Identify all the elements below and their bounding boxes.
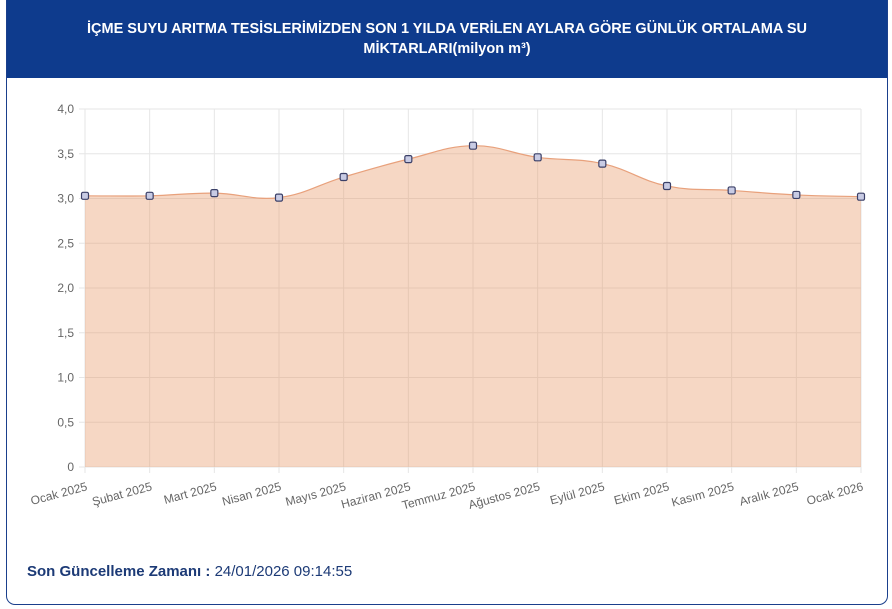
x-tick-label: Ekim 2025 [612,479,671,507]
y-tick-label: 3,5 [57,147,74,161]
data-point[interactable] [468,141,478,150]
y-tick-label: 2,5 [57,236,74,250]
x-axis-labels: Ocak 2025 Şubat 2025 Mart 2025 Nisan 2025 Ma… [29,479,865,512]
x-tick-label: Ocak 2025 [29,479,89,508]
y-tick-label: 0 [67,460,74,474]
data-point[interactable] [727,186,736,195]
x-tick-label: Eylül 2025 [548,479,606,507]
data-point[interactable] [533,153,542,162]
x-tick-label: Temmuz 2025 [400,479,477,512]
data-point[interactable] [210,189,219,198]
data-point[interactable] [274,193,284,202]
x-tick-label: Aralık 2025 [738,479,801,508]
data-point[interactable] [662,181,672,191]
chart-title: İÇME SUYU ARITMA TESİSLERİMİZDEN SON 1 Y… [87,21,807,57]
y-tick-label: 2,0 [57,281,74,295]
data-point[interactable] [792,190,801,200]
data-point[interactable] [598,159,607,168]
x-tick-label: Mart 2025 [162,479,218,507]
x-tick-label: Kasım 2025 [670,479,736,509]
data-point[interactable] [339,172,348,182]
x-tick-label: Şubat 2025 [91,479,154,508]
data-points [80,141,866,202]
last-updated: Son Güncelleme Zamanı : 24/01/2026 09:14… [27,563,352,581]
y-tick-label: 4,0 [57,102,74,116]
data-point[interactable] [80,191,90,200]
x-tick-label: Ağustos 2025 [467,479,542,512]
chart-header: İÇME SUYU ARITMA TESİSLERİMİZDEN SON 1 Y… [7,0,887,78]
data-point[interactable] [404,155,413,164]
y-tick-label: 3,0 [57,192,74,206]
area-fill [85,145,861,467]
y-tick-label: 1,0 [57,371,74,385]
y-tick-label: 0,5 [57,415,74,429]
x-tick-label: Mayıs 2025 [284,479,348,509]
last-updated-label: Son Güncelleme Zamanı : [27,563,211,580]
x-tick-label: Ocak 2026 [805,479,865,508]
y-tick-label: 1,5 [57,326,74,340]
grid [79,108,862,473]
y-axis-labels: 0 0,5 1,0 1,5 2,0 2,5 3,0 3,5 4,0 [57,102,74,474]
x-tick-label: Nisan 2025 [221,479,284,508]
chart-card: İÇME SUYU ARITMA TESİSLERİMİZDEN SON 1 Y… [6,0,888,605]
data-point[interactable] [145,191,154,200]
data-point[interactable] [856,192,866,201]
last-updated-value: 24/01/2026 09:14:55 [214,563,353,580]
